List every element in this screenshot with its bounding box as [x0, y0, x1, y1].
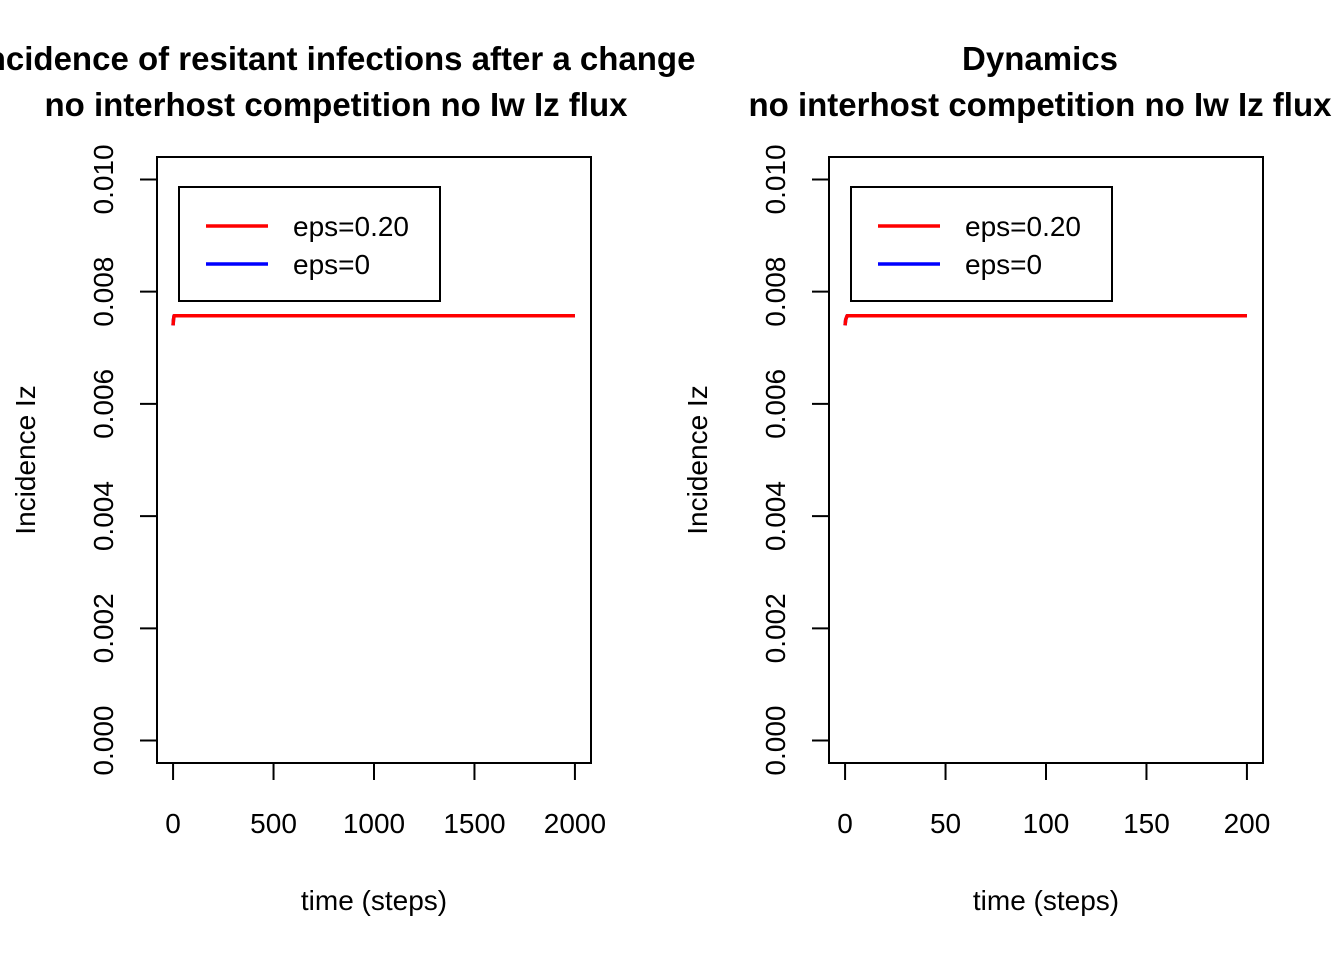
x-tick-label: 2000	[544, 808, 606, 839]
y-tick-label: 0.002	[760, 593, 791, 663]
legend-label: eps=0	[293, 249, 370, 280]
legend: eps=0.20 eps=0	[178, 186, 441, 302]
chart-subtitle: no interhost competition no Iw Iz flux	[749, 86, 1333, 123]
x-axis-label: time (steps)	[973, 885, 1119, 916]
x-tick-label: 100	[1023, 808, 1070, 839]
legend-label: eps=0	[965, 249, 1042, 280]
legend-box	[850, 186, 1113, 302]
y-tick-label: 0.010	[88, 144, 119, 214]
y-tick-label: 0.010	[760, 144, 791, 214]
y-tick-label: 0.002	[88, 593, 119, 663]
series-line-1	[843, 314, 1247, 326]
y-axis-label: Incidence Iz	[682, 385, 713, 534]
y-tick-label: 0.004	[760, 481, 791, 551]
y-tick-label: 0.008	[88, 257, 119, 327]
x-tick-label: 200	[1224, 808, 1271, 839]
y-tick-label: 0.000	[88, 706, 119, 776]
legend-label: eps=0.20	[293, 211, 409, 242]
legend-label: eps=0.20	[965, 211, 1081, 242]
chart-title: Incidence of resitant infections after a…	[0, 40, 695, 77]
y-axis-label: Incidence Iz	[10, 385, 41, 534]
y-tick-label: 0.004	[88, 481, 119, 551]
series-line-1	[171, 314, 575, 326]
x-tick-label: 50	[930, 808, 961, 839]
chart-panel-1: Incidence of resitant infections after a…	[0, 40, 695, 916]
x-tick-label: 1500	[443, 808, 505, 839]
chart-panel-2: Dynamics no interhost competition no Iw I…	[682, 40, 1332, 916]
legend: eps=0.20 eps=0	[850, 186, 1113, 302]
x-tick-label: 150	[1123, 808, 1170, 839]
chart-title: Dynamics	[962, 40, 1118, 77]
x-tick-label: 1000	[343, 808, 405, 839]
y-tick-label: 0.008	[760, 257, 791, 327]
x-tick-label: 500	[250, 808, 297, 839]
y-tick-label: 0.000	[760, 706, 791, 776]
x-tick-label: 0	[837, 808, 853, 839]
y-tick-label: 0.006	[760, 369, 791, 439]
x-axis-label: time (steps)	[301, 885, 447, 916]
y-tick-label: 0.006	[88, 369, 119, 439]
x-tick-label: 0	[165, 808, 181, 839]
chart-subtitle: no interhost competition no Iw Iz flux	[45, 86, 629, 123]
legend-box	[178, 186, 441, 302]
